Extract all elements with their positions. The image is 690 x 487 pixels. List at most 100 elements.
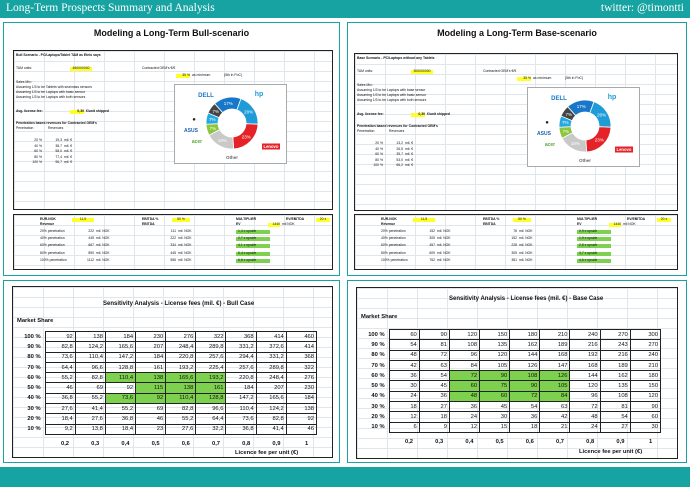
table-cell: 96 bbox=[448, 349, 481, 361]
table-cell: 69 bbox=[135, 403, 167, 415]
table-cell: 207 bbox=[135, 341, 167, 353]
market-share-row-label: 10 % bbox=[371, 424, 385, 431]
title-bar: Long-Term Prospects Summary and Analysis… bbox=[0, 0, 690, 18]
rev-row-label: 100% penetration bbox=[381, 257, 408, 262]
table-cell: 48 bbox=[569, 411, 601, 423]
pie-slice-label: 7% bbox=[209, 117, 216, 122]
ebitda-col: EBITDA bbox=[483, 222, 496, 226]
pen-unit: mil. € bbox=[405, 146, 414, 151]
pen-unit: mil. € bbox=[64, 154, 73, 159]
pen-revenue: 13,2 bbox=[396, 141, 403, 145]
table-cell: 72 bbox=[569, 401, 601, 413]
fee-col-label: 0,4 bbox=[465, 439, 474, 445]
pen-unit: mil. € bbox=[405, 163, 414, 168]
table-cell: 72 bbox=[418, 349, 450, 361]
table-cell: 84 bbox=[539, 390, 571, 403]
table-row: 30 % 18 27 36 45 54 63 72 81 90 bbox=[361, 401, 662, 413]
table-cell: 55,2 bbox=[44, 372, 76, 384]
ebitda-value: 50 % bbox=[513, 217, 531, 222]
table-cell: 270 bbox=[629, 339, 662, 351]
ebitda-unit: mil. NOK bbox=[519, 229, 533, 233]
pen-percent: 80 % bbox=[375, 157, 383, 162]
rev-unit: mil. NOK bbox=[437, 257, 451, 262]
table-cell: 54 bbox=[599, 411, 631, 423]
market-share-label: Market Share bbox=[17, 318, 54, 324]
bull-panel: Modeling a Long-Term Bull-scenario Bull … bbox=[3, 22, 340, 276]
ev-col: EV bbox=[577, 222, 582, 226]
table-cell: 184 bbox=[225, 382, 257, 394]
other-label: Other bbox=[226, 155, 238, 160]
ebitda-value: 152 bbox=[511, 236, 517, 241]
table-cell: 294,4 bbox=[225, 351, 257, 363]
table-cell: 27,6 bbox=[165, 423, 197, 435]
rev-unit: mil. NOK bbox=[96, 250, 110, 255]
pen-revenue: 53,0 bbox=[396, 157, 403, 162]
base-sensitivity-sheet: Sensitivity Analysis - License fees (mil… bbox=[356, 287, 678, 459]
table-cell: 257,6 bbox=[225, 361, 257, 374]
table-cell: 216 bbox=[569, 339, 601, 351]
pie-slice-dell bbox=[567, 99, 595, 117]
table-cell: 73,6 bbox=[225, 413, 257, 425]
pen-header: Penetration bbox=[16, 126, 34, 130]
table-cell: 24 bbox=[569, 421, 601, 433]
ebitda-value: 111 bbox=[170, 229, 176, 233]
pie-slice-label: 18% bbox=[218, 138, 227, 143]
table-cell: 144 bbox=[569, 370, 601, 382]
table-cell: 126 bbox=[539, 370, 571, 382]
pie-slice-label: 18% bbox=[571, 141, 580, 146]
table-cell: 414 bbox=[285, 341, 318, 353]
table-cell: 12 bbox=[448, 421, 481, 433]
rev-row-label: 40% penetration bbox=[381, 236, 406, 241]
table-cell: 115 bbox=[135, 382, 167, 394]
oem-label: Contracted OEM's €/€ bbox=[142, 66, 176, 70]
bull-model-sheet: Bull Scenario - PC/Laptops/Tablet TAM as… bbox=[13, 50, 333, 210]
market-share-row-label: 70 % bbox=[27, 364, 41, 371]
ebitda-unit: mil. NOK bbox=[178, 250, 192, 255]
table-cell: 126 bbox=[509, 359, 541, 372]
table-cell: 276 bbox=[165, 330, 197, 343]
table-cell: 162 bbox=[509, 339, 541, 351]
upside-badge: 1,4 x upside bbox=[236, 229, 270, 234]
market-share-row-label: 90 % bbox=[27, 343, 41, 350]
pen-revenue: 26,5 bbox=[396, 146, 403, 151]
fee-value: 0,30 bbox=[411, 112, 425, 117]
sensitivity-table: 100 % 60 90 120 150 180 210 240 270 300 90 % 54 81 10… bbox=[361, 328, 662, 433]
mix-line: Assuming 1/3 to be Laptops with basic se… bbox=[16, 90, 85, 94]
table-cell: 300 bbox=[629, 328, 662, 341]
ebitda-unit: mil. NOK bbox=[519, 243, 533, 248]
table-cell: 46 bbox=[285, 423, 318, 435]
rev-unit: mil. NOK bbox=[96, 257, 110, 262]
pen-percent: 100 % bbox=[32, 160, 42, 165]
rev-unit: mil. NOK bbox=[437, 229, 451, 233]
bull-sensitivity-panel: Sensitivity Analysis - License fees (mil… bbox=[3, 280, 340, 463]
base-panel: Modeling a Long-Term Base-scenario Base … bbox=[347, 22, 687, 276]
market-share-row-label: 30 % bbox=[27, 405, 41, 412]
rev-row-label: 20% penetration bbox=[381, 229, 406, 233]
table-cell: 289,8 bbox=[195, 341, 227, 353]
table-cell: 108 bbox=[599, 390, 631, 403]
rev-unit: mil. NOK bbox=[96, 229, 110, 233]
pie-slice-dell bbox=[214, 96, 242, 114]
table-cell: 322 bbox=[285, 361, 318, 374]
table-row: 90 % 82,8 124,2 165,6 207 248,4 289,8 331,2 372,… bbox=[17, 341, 318, 353]
table-cell: 270 bbox=[599, 328, 631, 341]
table-cell: 63 bbox=[418, 359, 450, 372]
table-cell: 207 bbox=[255, 382, 287, 394]
pen-unit: mil. € bbox=[64, 149, 73, 154]
ebitda-unit: mil. NOK bbox=[178, 229, 192, 233]
table-cell: 165,6 bbox=[165, 372, 197, 384]
rev-value: 222 bbox=[88, 229, 94, 233]
table-row: 40 % 36,8 55,2 73,6 92 110,4 128,8 147,2 165,6 18… bbox=[17, 392, 318, 405]
rev-label: Revenue bbox=[381, 222, 396, 226]
oem-label: Contracted OEM's €/€ bbox=[483, 69, 517, 73]
table-cell: 216 bbox=[599, 349, 631, 361]
rev-value: 667 bbox=[88, 243, 94, 248]
acer-logo: acer bbox=[545, 142, 555, 148]
table-cell: 42 bbox=[539, 411, 571, 423]
table-cell: 46 bbox=[135, 413, 167, 425]
apple-logo: ● bbox=[545, 120, 549, 126]
table-cell: 69 bbox=[74, 382, 106, 394]
rev-value: 457 bbox=[429, 243, 435, 248]
ebitda-value: 50 % bbox=[172, 217, 190, 222]
hp-logo: hp bbox=[255, 91, 264, 98]
